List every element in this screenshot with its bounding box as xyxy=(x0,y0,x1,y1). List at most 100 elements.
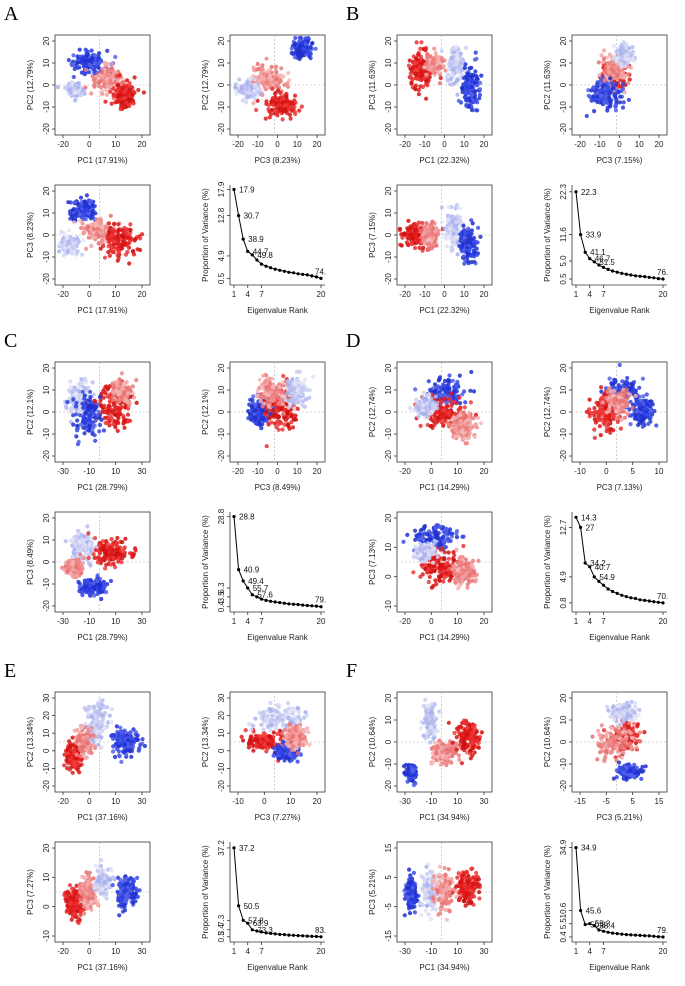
scatter-point xyxy=(141,90,146,95)
scatter-point xyxy=(89,537,94,542)
scatter-point xyxy=(86,235,91,240)
scatter-point xyxy=(417,245,422,250)
scatter-point xyxy=(106,80,111,86)
scatter-point xyxy=(92,536,98,541)
scatter-point xyxy=(250,73,256,79)
scatter-point xyxy=(87,398,92,403)
scatter-point xyxy=(614,90,619,95)
scatter-point xyxy=(90,235,95,240)
scatter-point xyxy=(78,195,84,200)
scatter-point xyxy=(465,77,470,82)
scatter-point xyxy=(111,221,117,227)
scatter-point xyxy=(613,66,619,71)
scatter-point xyxy=(74,244,79,249)
scatter-point xyxy=(469,79,474,84)
scatter-point xyxy=(425,55,430,60)
scatter-point xyxy=(470,72,475,78)
scatter-point xyxy=(106,84,111,89)
scatter-point xyxy=(620,105,626,110)
scatter-point xyxy=(86,224,91,229)
scatter-point xyxy=(66,388,72,393)
scatter-point xyxy=(87,62,92,67)
y-tick-label: 10 xyxy=(384,208,393,217)
scatter-point xyxy=(255,67,260,72)
x-tick-label: -20 xyxy=(574,140,586,149)
scatter-point xyxy=(95,226,100,231)
scatter-point xyxy=(73,98,78,103)
scatter-point xyxy=(449,56,454,61)
scree-point xyxy=(255,258,259,262)
scatter-point xyxy=(592,97,597,102)
x-axis-label: PC1 (22.32%) xyxy=(419,306,470,315)
scatter-point xyxy=(281,411,286,416)
scatter-point xyxy=(468,240,473,246)
y-tick-label: 10 xyxy=(384,58,393,67)
scatter-point xyxy=(237,77,242,82)
scatter-point xyxy=(113,404,118,409)
y-tick-label: -20 xyxy=(217,123,226,135)
panel-label: A xyxy=(4,3,19,25)
scatter-point xyxy=(586,93,591,98)
y-tick-label: -20 xyxy=(42,123,51,135)
x-tick-label: -10 xyxy=(594,140,606,149)
scatter-point xyxy=(280,401,285,407)
scatter-point xyxy=(72,535,77,540)
scatter-point xyxy=(472,89,478,94)
scatter-point xyxy=(89,91,94,96)
scree-point xyxy=(246,249,250,253)
scatter-point xyxy=(305,42,310,47)
scree-point xyxy=(264,264,268,268)
y-tick-label: 10 xyxy=(217,385,226,394)
scatter-point xyxy=(125,249,130,255)
scatter-point xyxy=(302,377,307,382)
scatter-point xyxy=(464,84,469,89)
scatter-point xyxy=(438,75,443,81)
scatter-point xyxy=(274,108,279,114)
scatter-point xyxy=(101,555,107,560)
scatter-point xyxy=(106,73,112,78)
scatter-point xyxy=(107,253,112,258)
scatter-point xyxy=(466,226,471,231)
x-tick-label: 10 xyxy=(293,467,302,476)
scatter-point xyxy=(79,540,84,545)
scatter-point xyxy=(96,55,101,60)
scatter-point xyxy=(300,403,305,408)
scatter-point xyxy=(69,62,74,68)
scatter-point xyxy=(95,573,100,578)
scatter-point xyxy=(87,423,92,428)
scatter-point xyxy=(413,228,418,234)
scatter-point xyxy=(71,422,76,427)
y-tick-label: 0.5 xyxy=(559,273,568,285)
scatter-point xyxy=(270,86,275,91)
scatter-point xyxy=(122,102,127,107)
scatter-point xyxy=(88,389,93,394)
scatter-point xyxy=(431,236,436,241)
x-tick-label: 10 xyxy=(111,140,120,149)
scatter-point xyxy=(475,252,480,257)
scatter-point xyxy=(474,56,479,61)
scatter-point xyxy=(97,429,102,434)
scatter-point xyxy=(441,64,446,69)
scatter-point xyxy=(255,75,260,80)
scatter-point xyxy=(83,62,88,67)
scatter-point xyxy=(104,92,109,97)
scatter-point xyxy=(289,387,294,392)
scatter-point xyxy=(307,388,313,393)
scatter-point xyxy=(84,246,89,251)
y-tick-label: 0 xyxy=(42,232,51,237)
scatter-point xyxy=(91,581,96,586)
scatter-point xyxy=(454,44,459,50)
scatter-point xyxy=(78,54,83,59)
y-tick-label: -20 xyxy=(384,273,393,285)
scatter-point xyxy=(132,75,137,80)
scatter-point xyxy=(103,415,109,420)
scatter-point xyxy=(257,377,262,382)
scatter-point xyxy=(599,88,604,93)
x-tick-label: -10 xyxy=(419,140,431,149)
scatter-points xyxy=(57,193,145,266)
y-tick-label: 20 xyxy=(42,36,51,45)
scatter-point xyxy=(433,66,438,71)
scatter-point xyxy=(404,240,410,245)
scatter-point xyxy=(472,259,477,264)
x-tick-label: -20 xyxy=(399,290,411,299)
